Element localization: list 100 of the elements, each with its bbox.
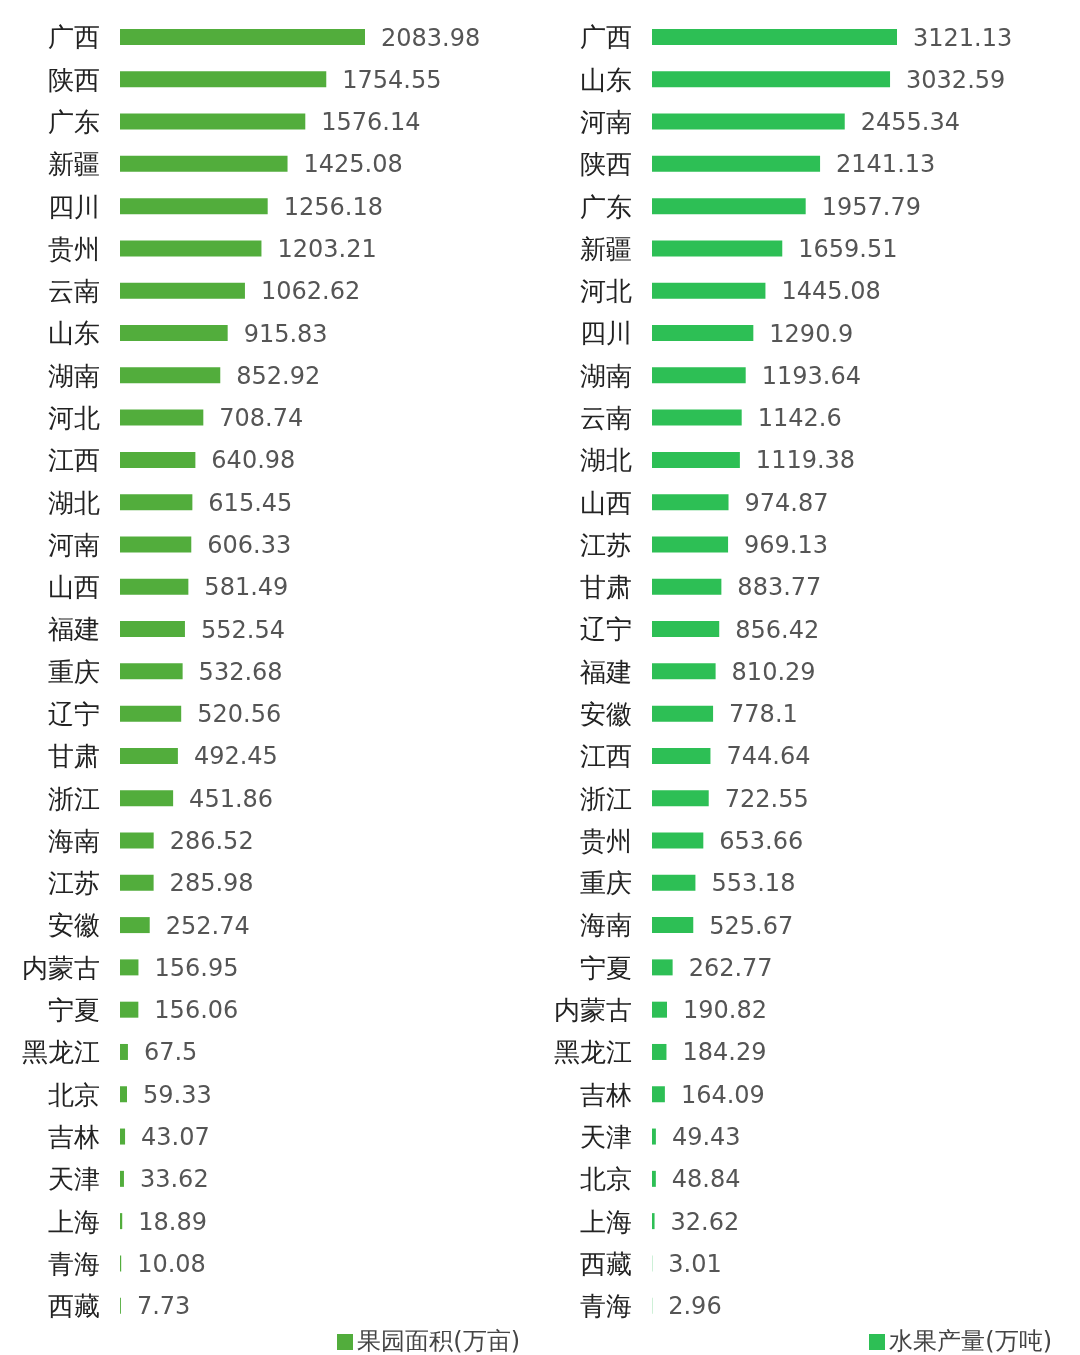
- data-label: 520.56: [197, 700, 282, 729]
- y-tick-label: 天津: [580, 1121, 632, 1152]
- data-label: 49.43: [671, 1123, 741, 1152]
- y-tick-label: 山西: [48, 572, 100, 603]
- y-tick-label: 福建: [48, 614, 100, 645]
- bar: [652, 663, 716, 680]
- y-tick-label: 江西: [48, 445, 100, 476]
- y-tick-label: 河北: [580, 276, 632, 307]
- bar: [120, 832, 154, 849]
- bar: [652, 325, 754, 342]
- data-label: 48.84: [671, 1165, 741, 1194]
- bar: [120, 874, 154, 891]
- data-label: 451.86: [189, 784, 274, 813]
- bar: [120, 240, 262, 257]
- bar: [120, 1043, 128, 1060]
- bar: [120, 71, 327, 88]
- y-tick-label: 黑龙江: [22, 1037, 100, 1068]
- y-tick-label: 广东: [48, 106, 100, 137]
- data-label: 778.1: [729, 700, 798, 729]
- y-tick-label: 云南: [580, 402, 632, 433]
- data-label: 3.01: [668, 1249, 722, 1278]
- y-tick-label: 河北: [48, 402, 100, 433]
- y-tick-label: 新疆: [580, 233, 632, 264]
- data-label: 581.49: [204, 573, 289, 602]
- data-label: 164.09: [680, 1080, 765, 1109]
- data-label: 2141.13: [836, 150, 936, 179]
- bar: [120, 621, 185, 638]
- legend-label: 水果产量(万吨): [889, 1327, 1052, 1355]
- bar: [652, 747, 711, 764]
- y-tick-label: 上海: [48, 1206, 100, 1237]
- y-tick-label: 贵州: [48, 233, 100, 264]
- bar: [652, 1170, 656, 1187]
- data-label: 974.87: [744, 488, 829, 517]
- y-tick-label: 吉林: [580, 1079, 632, 1110]
- bar: [652, 1043, 667, 1060]
- y-tick-label: 黑龙江: [554, 1037, 632, 1068]
- data-label: 7.73: [136, 1292, 191, 1321]
- data-label: 1142.6: [757, 404, 842, 433]
- bar: [120, 536, 192, 553]
- bar: [120, 1128, 126, 1145]
- bar: [120, 451, 196, 468]
- y-tick-label: 贵州: [580, 825, 632, 856]
- y-tick-label: 云南: [48, 276, 100, 307]
- y-tick-label: 山东: [580, 64, 632, 95]
- data-label: 1445.08: [781, 277, 881, 306]
- bar: [652, 29, 897, 45]
- legend-label: 果园面积(万亩): [357, 1327, 520, 1355]
- y-tick-label: 青海: [580, 1291, 632, 1322]
- data-label: 43.07: [141, 1123, 210, 1152]
- bar: [652, 198, 806, 215]
- data-label: 184.29: [682, 1038, 767, 1067]
- data-label: 2455.34: [860, 108, 960, 137]
- bar: [120, 155, 288, 172]
- y-tick-label: 湖南: [48, 360, 100, 391]
- bar: [652, 240, 783, 257]
- bar: [120, 959, 139, 976]
- y-tick-label: 重庆: [48, 656, 100, 687]
- bar: [120, 790, 174, 807]
- bar: [652, 494, 729, 511]
- data-label: 252.74: [165, 911, 250, 940]
- y-tick-label: 湖南: [580, 360, 632, 391]
- bar: [652, 578, 722, 595]
- y-tick-label: 广东: [580, 191, 632, 222]
- data-label: 615.45: [208, 488, 293, 517]
- bar: [652, 451, 740, 468]
- y-tick-label: 内蒙古: [22, 952, 100, 983]
- y-tick-label: 广西: [48, 22, 100, 53]
- data-label: 32.62: [670, 1207, 740, 1236]
- data-label: 1062.62: [260, 277, 361, 306]
- data-label: 606.33: [207, 531, 292, 559]
- data-label: 525.67: [709, 911, 794, 940]
- y-tick-label: 西藏: [48, 1291, 100, 1322]
- bar: [120, 1170, 124, 1187]
- y-tick-label: 湖北: [48, 487, 100, 518]
- data-label: 852.92: [236, 361, 321, 390]
- y-tick-label: 吉林: [48, 1121, 100, 1152]
- bar: [652, 1213, 655, 1230]
- bar: [120, 325, 228, 342]
- data-label: 1256.18: [283, 192, 383, 221]
- y-tick-label: 山西: [580, 487, 632, 518]
- data-label: 156.06: [154, 996, 239, 1025]
- data-label: 640.98: [211, 446, 296, 475]
- bar: [652, 705, 714, 722]
- bar: [652, 536, 729, 553]
- bar: [120, 282, 245, 299]
- data-label: 722.55: [724, 784, 809, 813]
- bar: [120, 198, 268, 215]
- y-tick-label: 天津: [48, 1164, 100, 1195]
- y-tick-label: 上海: [580, 1206, 632, 1237]
- bar: [652, 113, 845, 130]
- bar: [120, 494, 193, 511]
- data-label: 1576.14: [321, 108, 421, 137]
- y-tick-label: 西藏: [580, 1248, 632, 1279]
- data-label: 553.18: [711, 869, 796, 898]
- data-label: 190.82: [682, 996, 767, 1025]
- data-label: 883.77: [737, 573, 822, 602]
- data-label: 262.77: [688, 953, 773, 982]
- y-tick-label: 北京: [580, 1164, 632, 1195]
- data-label: 915.83: [243, 319, 328, 348]
- y-tick-label: 新疆: [48, 149, 100, 180]
